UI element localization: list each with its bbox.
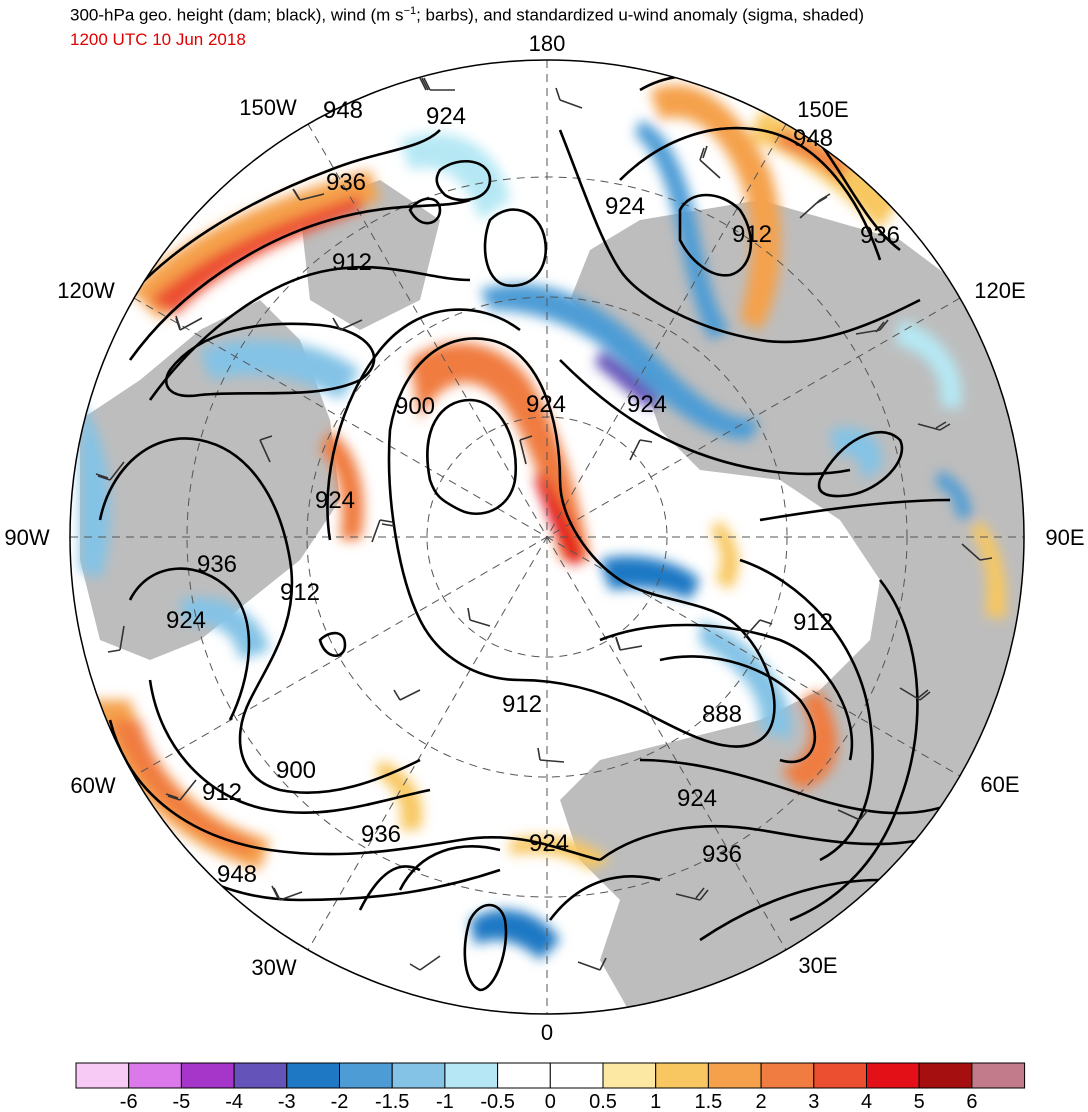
colorbar-tick-label: 0.5 [589, 1091, 617, 1112]
colorbar-tick-label: -2 [331, 1091, 349, 1112]
colorbar-tick-label: -6 [120, 1091, 138, 1112]
contour-labels: 948 924 948 936 924 912 936 912 900 924 924 924 936 9… [166, 97, 900, 888]
figure-title: 300-hPa geo. height (dam; black), wind (… [70, 5, 865, 25]
colorbar-tick-label: 4 [861, 1091, 872, 1112]
colorbar-swatch [602, 1062, 657, 1089]
contour-label: 900 [276, 757, 316, 784]
contour-label: 948 [793, 125, 833, 152]
map-border [69, 59, 1025, 1015]
contour-label: 912 [202, 779, 242, 806]
contour-label: 936 [326, 169, 366, 196]
colorbar-swatch [497, 1062, 551, 1089]
meridian-label: 60W [70, 773, 115, 798]
colorbar-tick-label: 1.5 [694, 1091, 722, 1112]
colorbar-swatch [549, 1062, 604, 1089]
meridian-label: 60E [980, 772, 1019, 797]
colorbar-tick-label: 1 [650, 1091, 661, 1112]
contour-label: 900 [395, 393, 435, 420]
colorbar-tick-label: 3 [808, 1091, 819, 1112]
colorbar-tick-label: -1 [436, 1091, 454, 1112]
colorbar-swatch [286, 1062, 340, 1089]
contour-label: 948 [217, 861, 257, 888]
meridian-label: 120E [974, 278, 1025, 303]
colorbar-swatch [971, 1062, 1026, 1089]
colorbar-tick-label: -1.5 [375, 1091, 409, 1112]
contour-label: 924 [627, 391, 667, 418]
contour-label: 936 [860, 222, 900, 249]
colorbar-swatch [707, 1062, 762, 1089]
colorbar-tick-label: -0.5 [480, 1091, 514, 1112]
contour-label: 924 [315, 487, 355, 514]
contour-label: 924 [605, 193, 645, 220]
colorbar-tick-label: -4 [225, 1091, 243, 1112]
contour-label: 936 [702, 841, 742, 868]
valid-time: 1200 UTC 10 Jun 2018 [70, 30, 246, 49]
wind-barbs [95, 77, 993, 971]
meridian-label: 150W [239, 95, 297, 120]
meridian-label: 30E [798, 953, 837, 978]
contour-label: 912 [280, 579, 320, 606]
meridian-label: 150E [797, 97, 848, 122]
colorbar-swatch [918, 1062, 973, 1089]
contour-label: 912 [732, 221, 772, 248]
colorbar-swatch [180, 1062, 235, 1089]
colorbar-tick-label: 5 [914, 1091, 925, 1112]
contour-label: 912 [502, 691, 542, 718]
meridian-label: 90W [4, 525, 49, 550]
contour-label: 936 [361, 821, 401, 848]
colorbar-tick-label: -3 [278, 1091, 296, 1112]
contour-label: 936 [197, 551, 237, 578]
colorbar: -6 -5 -4 -3 -2 -1.5 -1 -0.5 0 0.5 1 1.5 2 3 4 5 6 [75, 1062, 1026, 1112]
contour-label: 912 [332, 249, 372, 276]
colorbar-swatch [75, 1062, 130, 1089]
colorbar-swatch [813, 1062, 867, 1089]
meridian-label: 0 [541, 1020, 553, 1045]
contour-label: 924 [526, 391, 566, 418]
colorbar-swatch [391, 1062, 446, 1089]
colorbar-tick-label: 0 [545, 1091, 556, 1112]
colorbar-swatch [760, 1062, 815, 1089]
height-contours [98, 74, 961, 992]
meridian-label: 90E [1045, 525, 1084, 550]
contour-label: 912 [793, 609, 833, 636]
graticule [70, 60, 1024, 1014]
colorbar-swatch [233, 1062, 288, 1089]
colorbar-tick-label: -5 [173, 1091, 191, 1112]
colorbar-swatch [655, 1062, 709, 1089]
colorbar-tick-label: 2 [756, 1091, 767, 1112]
colorbar-swatch [866, 1062, 920, 1089]
meridian-labels: 180 150E 120E 90E 60E 30E 0 30W 60W 90W 120W 150W [4, 31, 1084, 1045]
contour-label: 924 [426, 103, 466, 130]
contour-label: 924 [677, 785, 717, 812]
contour-label: 924 [166, 607, 206, 634]
colorbar-swatch [339, 1062, 393, 1089]
colorbar-swatch [128, 1062, 182, 1089]
contour-label: 924 [529, 830, 569, 857]
contour-label: 948 [323, 97, 363, 124]
colorbar-swatch [444, 1062, 499, 1089]
contour-label: 888 [702, 701, 742, 728]
meridian-label: 180 [529, 31, 566, 56]
colorbar-tick-label: 6 [966, 1091, 977, 1112]
meridian-label: 120W [57, 278, 115, 303]
meridian-label: 30W [251, 955, 296, 980]
